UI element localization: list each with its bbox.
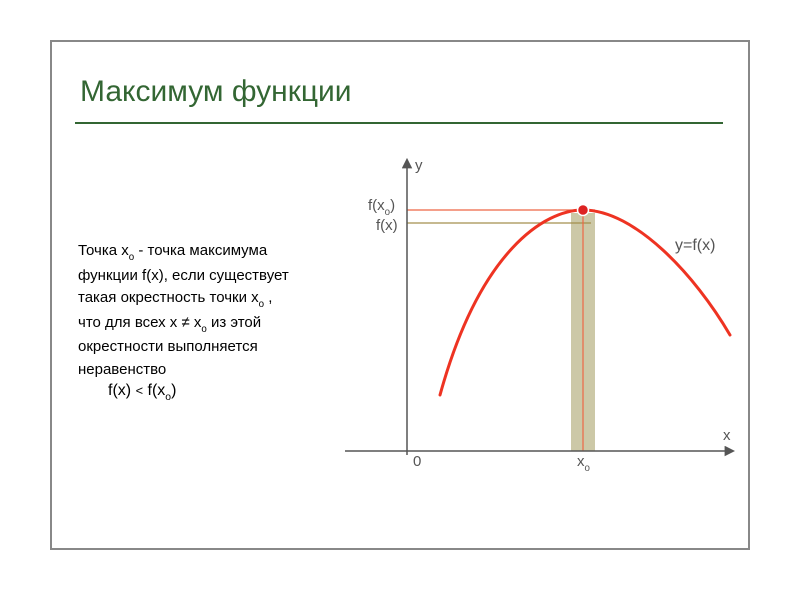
- def-seg: что для всех x ≠ x: [78, 314, 201, 331]
- origin-label: 0: [413, 453, 421, 470]
- def-text: Точка хо - точка максимума функции f(x),…: [78, 242, 289, 378]
- definition-block: Точка хо - точка максимума функции f(x),…: [78, 240, 318, 381]
- y-axis-label: y: [415, 157, 423, 174]
- x0-tick-label: хо: [577, 453, 590, 473]
- fx0-label: f(xo): [368, 197, 395, 217]
- def-seg: Точка х: [78, 242, 129, 259]
- fx0-a: f(x: [368, 197, 385, 214]
- x0-a: х: [577, 453, 585, 470]
- def-sub: o: [201, 324, 206, 335]
- ineq-lhs: f(x): [108, 382, 131, 399]
- curve-label: y=f(x): [675, 237, 715, 255]
- ineq-op: <: [136, 383, 143, 398]
- title-text: Максимум функции: [80, 75, 352, 108]
- def-sub: о: [129, 252, 134, 263]
- x-axis-label: x: [723, 427, 731, 444]
- fx0-b: ): [390, 197, 395, 214]
- ineq-rhs: f(х: [148, 382, 166, 399]
- x0-sub: о: [585, 463, 590, 474]
- definition-inequality: f(x) < f(хо): [108, 382, 176, 402]
- def-sub: о: [259, 299, 264, 310]
- title-rule: [75, 122, 723, 124]
- def-seg: ,: [264, 289, 272, 306]
- slide-title: Максимум функции: [80, 75, 352, 109]
- function-chart: y x f(xo) f(x) y=f(x) 0 хо: [335, 155, 735, 470]
- ineq-sub: о: [165, 392, 171, 403]
- fx-label: f(x): [376, 217, 398, 234]
- ineq-rhs2: ): [171, 382, 176, 399]
